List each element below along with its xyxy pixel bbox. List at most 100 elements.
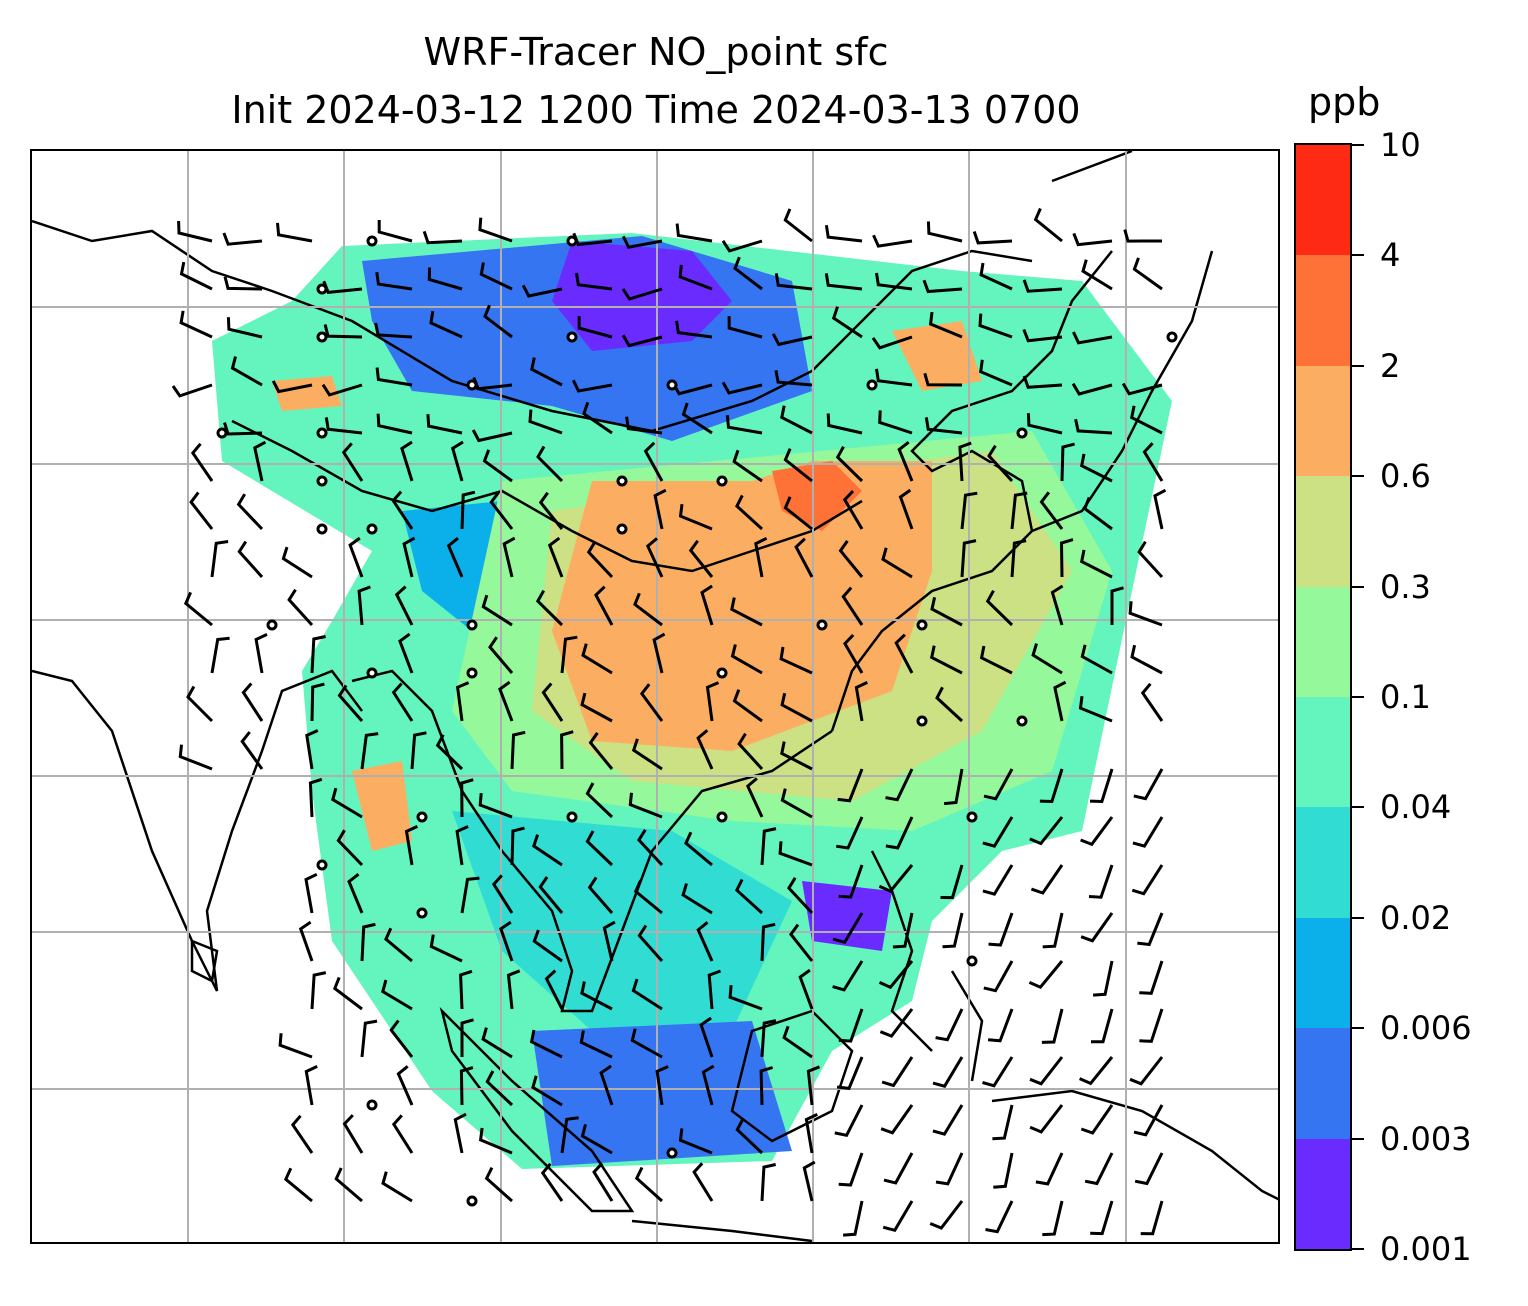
wind-barb: [885, 816, 914, 850]
wind-barb: [478, 1127, 513, 1155]
wind-barb: [579, 1030, 613, 1059]
calm-marker: [716, 811, 728, 823]
wind-barb: [1142, 442, 1164, 482]
wind-barb: [871, 335, 913, 350]
colorbar-tick-label: 4: [1380, 236, 1401, 275]
wind-barb: [832, 912, 864, 945]
wind-barb: [531, 1075, 563, 1107]
colorbar-segment: [1296, 145, 1350, 256]
wind-barb: [575, 272, 613, 291]
wind-barb: [835, 445, 864, 483]
colorbar-tick-label: 0.1: [1380, 678, 1431, 716]
wind-barb: [510, 826, 525, 866]
wind-barb: [838, 1152, 864, 1187]
wind-barb: [1022, 279, 1063, 293]
wind-barb: [375, 272, 413, 291]
wind-barb: [429, 934, 463, 963]
wind-barb: [705, 681, 720, 722]
wind-barb: [479, 262, 513, 291]
wind-barb: [588, 732, 614, 770]
wind-barb: [1089, 768, 1114, 804]
map-canvas: [32, 151, 1278, 1242]
wind-barb: [942, 912, 964, 949]
colorbar-segment: [1296, 697, 1350, 808]
wind-barb: [347, 873, 364, 914]
wind-barb: [653, 488, 667, 530]
wind-barb: [435, 734, 464, 771]
wind-barb: [732, 689, 763, 723]
wind-barb: [787, 877, 814, 915]
colorbar-segment: [1296, 255, 1350, 366]
wind-barb: [637, 924, 664, 962]
wind-barb: [692, 1162, 714, 1202]
wind-barb: [391, 682, 414, 722]
wind-barb: [426, 414, 463, 435]
wind-barb: [897, 441, 914, 482]
wind-barb: [460, 1018, 474, 1057]
wind-barb: [783, 448, 813, 483]
wind-barb: [987, 444, 1014, 483]
wind-barb: [735, 1118, 764, 1155]
gridlines: [32, 151, 1278, 1242]
wind-barb: [982, 1056, 1014, 1088]
wind-barb: [305, 729, 319, 770]
wind-barb: [290, 1114, 314, 1154]
wind-barb: [1030, 864, 1064, 895]
wind-barb: [1010, 491, 1028, 530]
wind-barb: [929, 1200, 964, 1230]
wind-barb: [960, 539, 977, 578]
wind-barb: [304, 872, 318, 914]
wind-barb: [881, 547, 913, 579]
wind-barb: [538, 876, 564, 914]
colorbar-tick: [1352, 806, 1364, 809]
wind-barb: [396, 1065, 414, 1106]
wind-barb: [730, 597, 763, 627]
wind-barb: [760, 922, 776, 962]
wind-barb: [324, 417, 363, 435]
wind-barb: [835, 816, 864, 850]
wind-barb: [1029, 1104, 1064, 1134]
wind-barb: [1039, 491, 1064, 530]
wind-barb: [1080, 549, 1113, 579]
wind-barb: [481, 1027, 513, 1059]
wind-barb: [582, 401, 613, 435]
wind-barb: [735, 494, 764, 531]
wind-barb: [771, 333, 813, 347]
wind-barb: [783, 496, 813, 531]
coastline-india: [32, 669, 363, 992]
wind-barb: [842, 490, 864, 530]
wind-barb: [879, 1008, 914, 1038]
colorbar-segment: [1296, 1138, 1350, 1249]
wind-barb: [1084, 1152, 1114, 1186]
wind-barb: [1137, 540, 1164, 579]
calm-marker: [616, 475, 628, 487]
wind-barb: [506, 969, 521, 1010]
wind-barb: [630, 1028, 663, 1059]
coastline-china: [830, 250, 1113, 732]
wind-barb: [631, 738, 663, 771]
wind-barb: [806, 1065, 821, 1106]
wind-barb: [728, 985, 763, 1011]
wind-barb: [789, 923, 814, 962]
coastline-philippines: [870, 850, 984, 1082]
wind-barb: [802, 1160, 816, 1202]
wind-barb: [450, 440, 464, 482]
wind-barb: [707, 969, 722, 1010]
wind-barb: [881, 1056, 914, 1088]
calm-marker: [1016, 427, 1028, 439]
wind-barb: [210, 540, 229, 578]
wind-barb: [759, 1066, 774, 1106]
wind-barb: [478, 792, 513, 819]
colorbar-tick-label: 0.3: [1380, 567, 1431, 606]
wind-barb: [885, 768, 914, 802]
wind-barb: [602, 920, 616, 962]
wind-barb: [621, 334, 663, 348]
wind-barb: [528, 409, 563, 435]
wind-barb: [1132, 816, 1164, 848]
wind-barb: [633, 592, 663, 627]
wind-barb: [780, 741, 813, 771]
wind-barb: [645, 537, 664, 578]
colorbar-segment: [1296, 365, 1350, 477]
wind-barb: [177, 220, 213, 243]
wind-barb: [637, 829, 664, 867]
